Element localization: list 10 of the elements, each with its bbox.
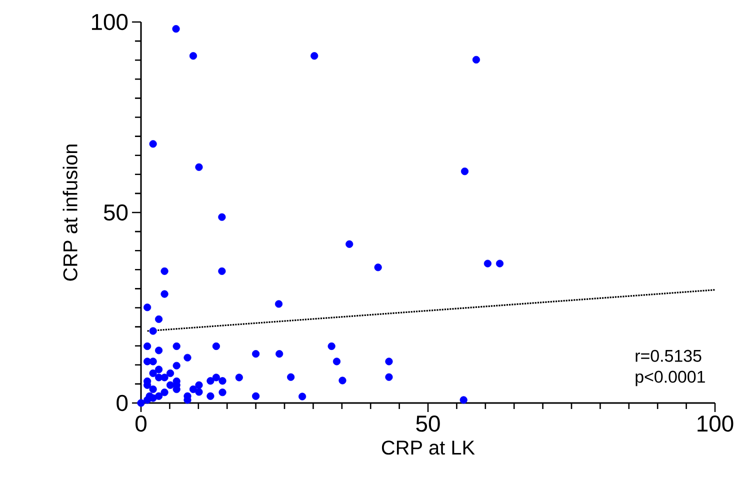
x-tick-label: 100 xyxy=(698,416,734,432)
x-tick-label: 50 xyxy=(416,416,440,432)
x-axis-title: CRP at LK xyxy=(382,440,475,455)
annotation: r=0.5135 xyxy=(636,350,702,362)
annotation: p<0.0001 xyxy=(636,370,705,386)
y-axis-title: CRP at infusion xyxy=(62,144,78,281)
y-tick-label: 50 xyxy=(104,204,128,221)
x-tick-label: 0 xyxy=(136,416,146,432)
y-tick-label: 0 xyxy=(116,394,128,412)
y-tick-label: 100 xyxy=(92,14,128,30)
